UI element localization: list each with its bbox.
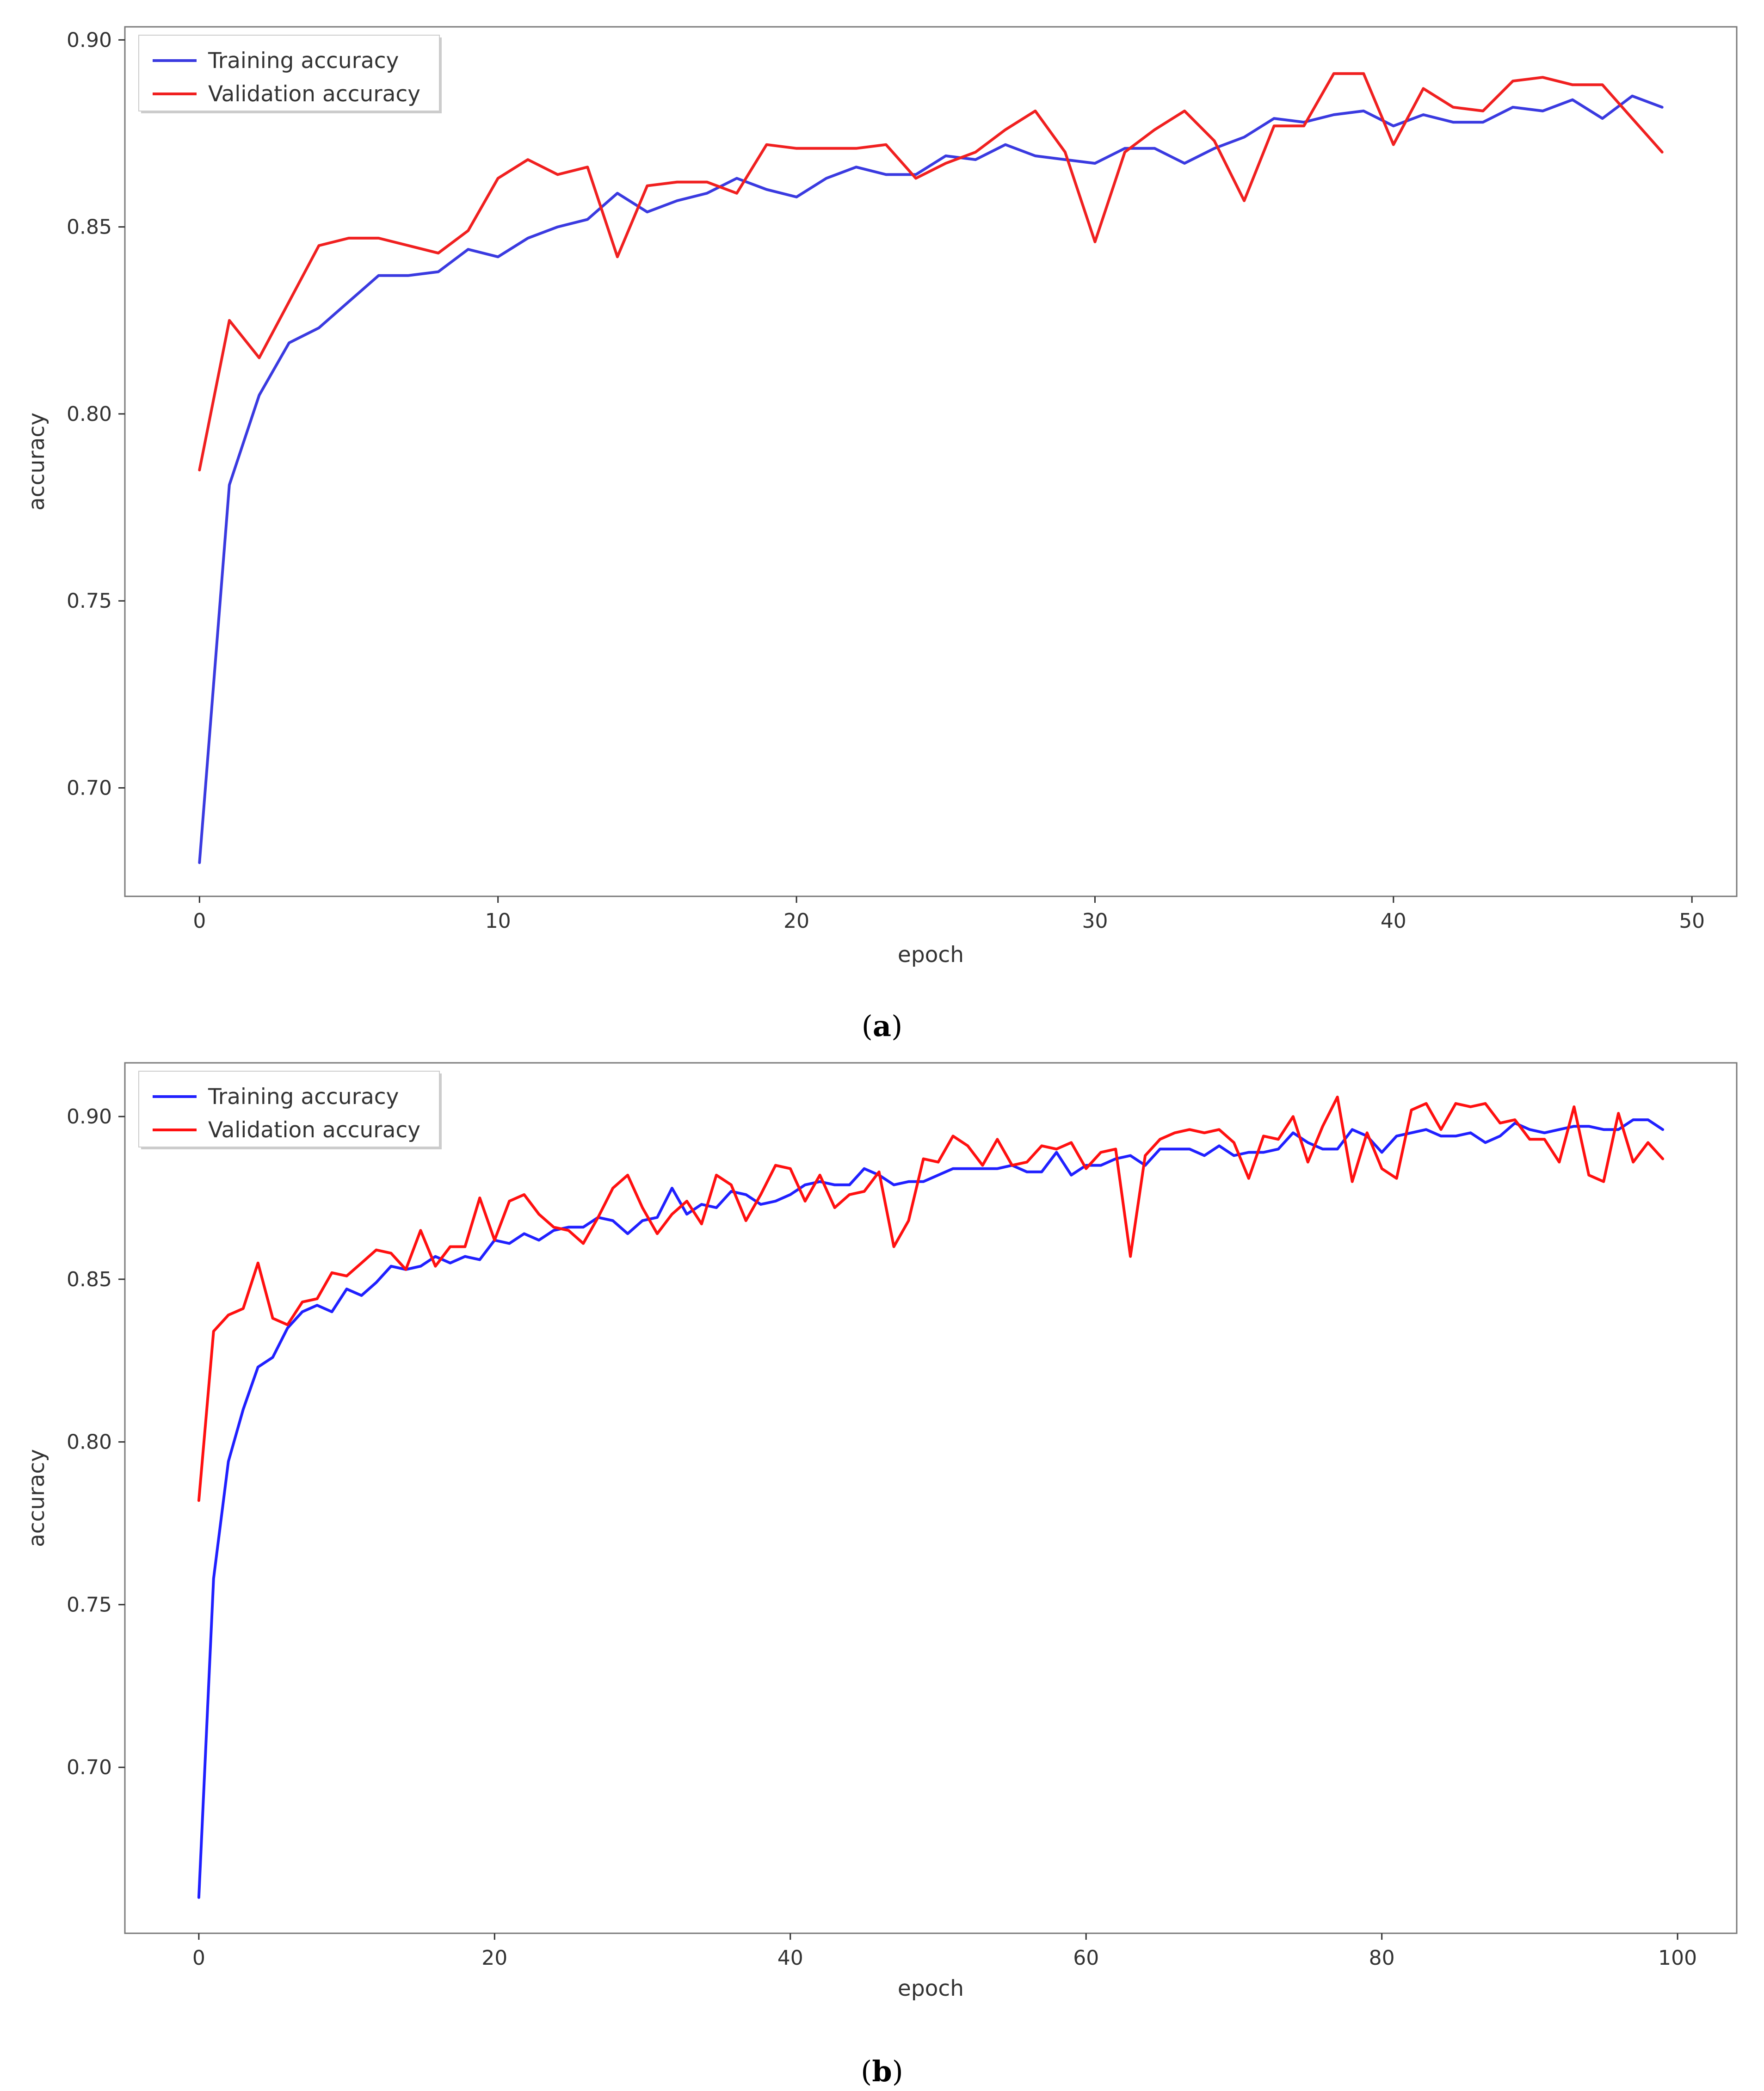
legend-entry: Validation accuracy [208, 81, 420, 107]
series-line-training [198, 94, 1664, 864]
y-axis-label: accuracy [24, 1449, 49, 1547]
y-tick-label: 0.90 [67, 28, 112, 52]
y-tick-label: 0.75 [67, 589, 112, 613]
legend-entry: Training accuracy [208, 48, 399, 74]
figure-caption: (a) [862, 1009, 903, 1043]
y-tick-label: 0.70 [67, 777, 112, 800]
y-tick-label: 0.85 [67, 1268, 112, 1291]
x-axis-label: epoch [898, 942, 964, 968]
legend-entry: Training accuracy [208, 1084, 399, 1110]
x-tick-label: 10 [485, 909, 511, 933]
x-tick-label: 40 [1381, 909, 1406, 933]
x-tick-label: 30 [1082, 909, 1108, 933]
y-axis-label: accuracy [24, 413, 49, 511]
chart-panel-b: 0 20 40 60 80 100 0.70 0.75 0.80 0.85 0.90 epoch acc… [24, 1062, 1738, 2088]
y-tick-label: 0.90 [67, 1105, 112, 1129]
x-tick-label: 40 [777, 1946, 803, 1970]
legend-box [138, 1071, 440, 1147]
y-tick-label: 0.80 [67, 1431, 112, 1454]
x-tick-label: 60 [1073, 1946, 1099, 1970]
y-tick-label: 0.70 [67, 1756, 112, 1779]
plot-frame [124, 26, 1738, 897]
series-line-validation [197, 1095, 1665, 1502]
x-axis-label: epoch [898, 1976, 964, 2001]
x-tick-label: 20 [783, 909, 809, 933]
y-tick-label: 0.75 [67, 1593, 112, 1616]
x-tick-label: 50 [1679, 909, 1705, 933]
x-tick-label: 100 [1658, 1946, 1697, 1970]
legend-entry: Validation accuracy [208, 1117, 420, 1143]
plot-frame [124, 1062, 1738, 1934]
series-line-validation [198, 72, 1664, 472]
legend-box [138, 35, 440, 111]
x-tick-label: 0 [192, 1946, 205, 1970]
y-tick-label: 0.85 [67, 216, 112, 239]
x-tick-label: 80 [1369, 1946, 1395, 1970]
figure-caption: (b) [861, 2054, 903, 2088]
x-tick-label: 0 [193, 909, 206, 933]
y-tick-label: 0.80 [67, 402, 112, 426]
chart-panel-a: 0 10 20 30 40 50 0.70 0.75 0.80 0.85 0.90 epoch accu… [24, 26, 1738, 1043]
x-tick-label: 20 [481, 1946, 507, 1970]
series-line-training [197, 1118, 1665, 1899]
